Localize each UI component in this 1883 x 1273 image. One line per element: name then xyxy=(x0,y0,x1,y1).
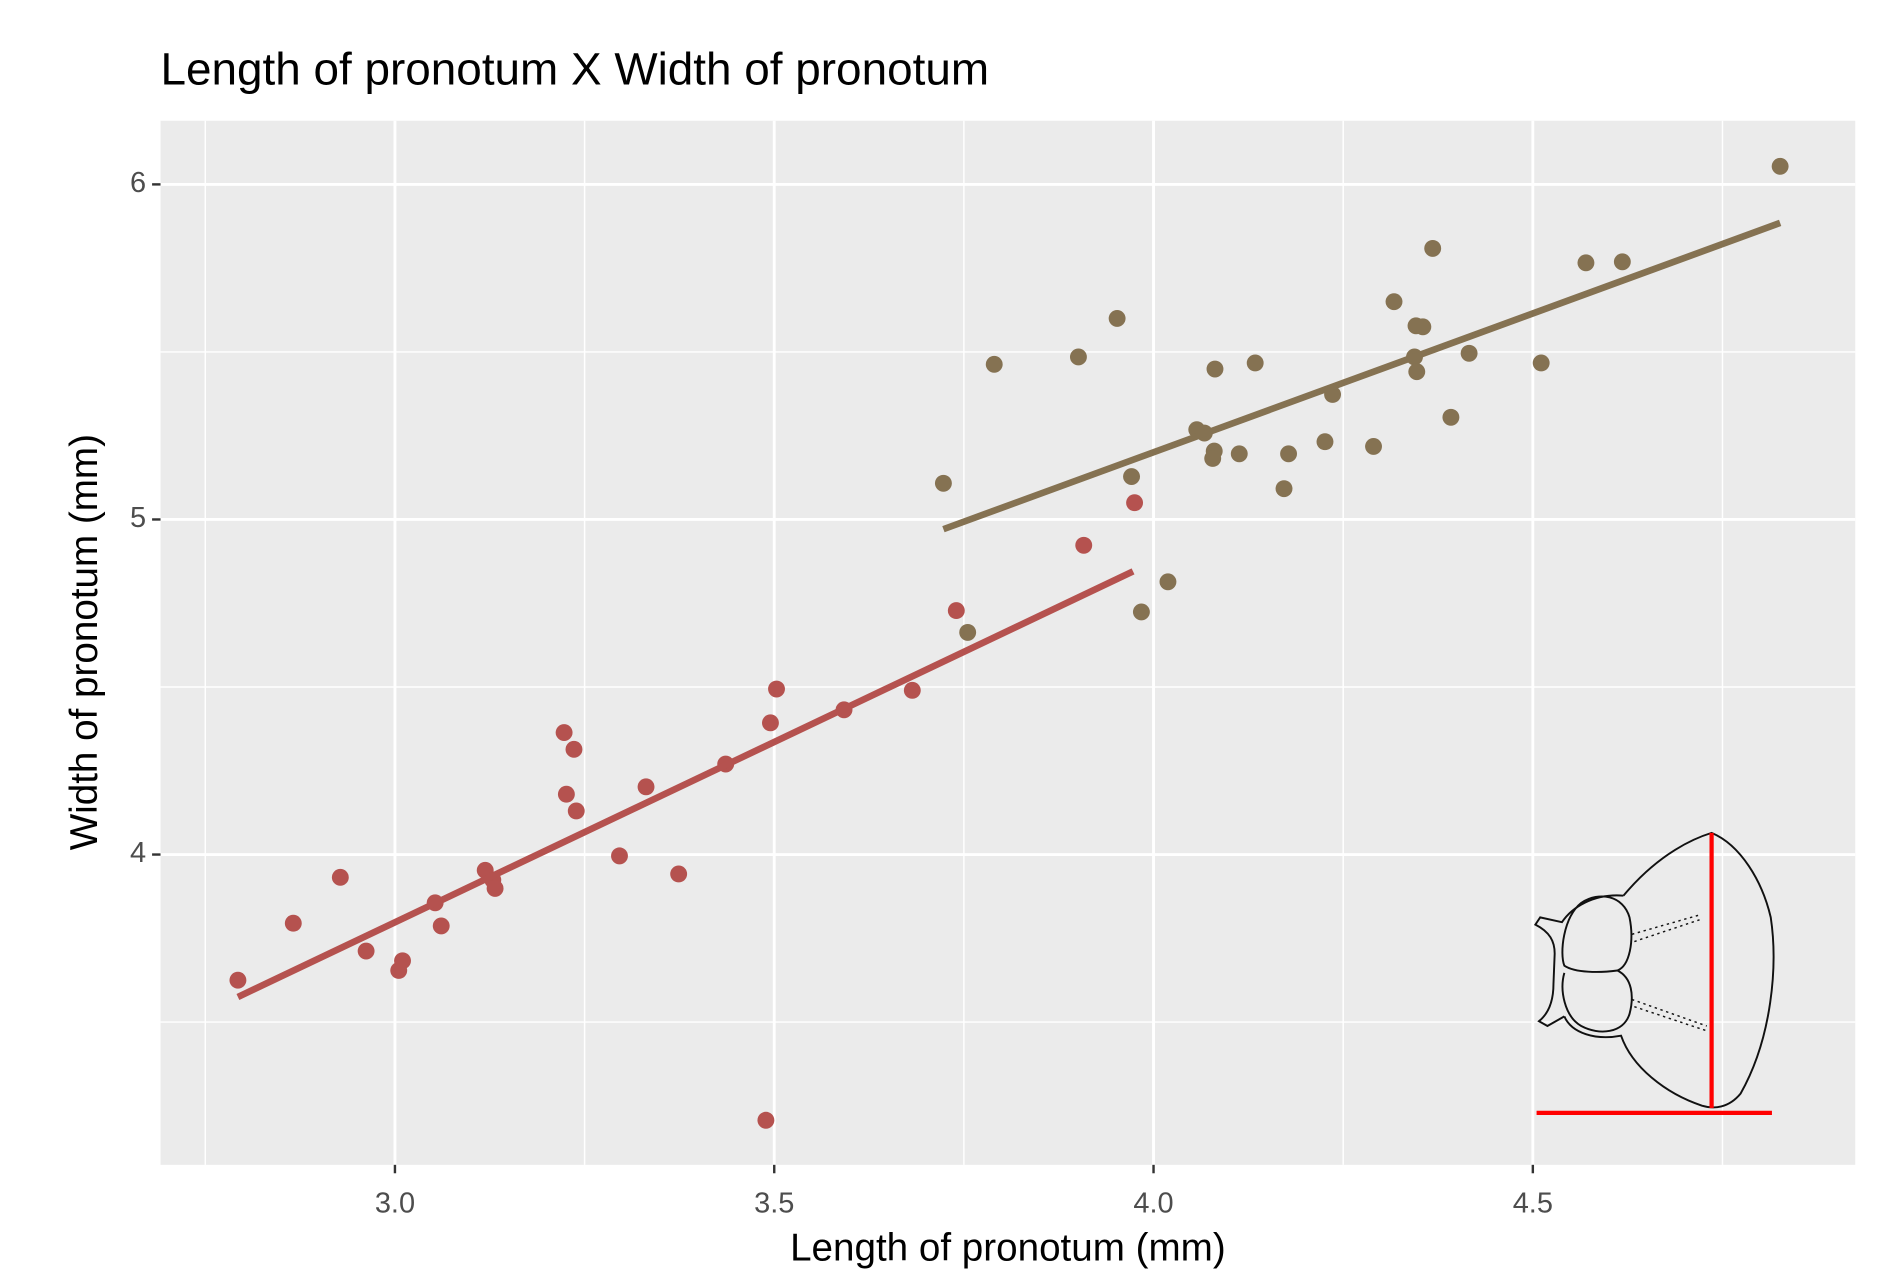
point xyxy=(1126,494,1144,512)
point xyxy=(1414,318,1432,336)
point xyxy=(1230,445,1248,463)
point xyxy=(1159,573,1177,591)
point xyxy=(565,740,583,758)
marks xyxy=(229,157,1789,1129)
point xyxy=(947,602,965,620)
point xyxy=(284,914,302,932)
chart-title: Length of pronotum X Width of pronotum xyxy=(161,43,989,95)
fit-line xyxy=(236,568,1135,1000)
point xyxy=(1577,254,1595,272)
fit-line xyxy=(942,219,1782,533)
lower-lobe xyxy=(1561,969,1633,1033)
point xyxy=(611,847,628,865)
point xyxy=(1246,354,1264,372)
point xyxy=(985,355,1003,373)
upper-lobe xyxy=(1561,895,1633,973)
x-tick-label: 4.0 xyxy=(1133,1187,1173,1219)
point xyxy=(1771,157,1789,175)
point xyxy=(934,474,952,492)
y-axis-title: Width of pronotum (mm) xyxy=(63,434,106,850)
point xyxy=(331,868,349,886)
pronotum-illustration xyxy=(1533,831,1775,1116)
point xyxy=(1108,309,1126,327)
y-tick-label: 4 xyxy=(130,837,146,869)
panel xyxy=(160,120,1856,1165)
point xyxy=(357,942,375,960)
point xyxy=(670,865,688,883)
point xyxy=(1460,344,1478,362)
y-tick-label: 6 xyxy=(130,167,146,199)
point xyxy=(486,879,504,897)
point xyxy=(768,680,785,698)
point xyxy=(557,785,575,803)
point xyxy=(1075,536,1093,554)
point xyxy=(555,724,573,742)
point xyxy=(1365,437,1382,455)
point xyxy=(757,1111,775,1129)
x-tick-label: 3.0 xyxy=(375,1187,415,1219)
x-tick-label: 3.5 xyxy=(754,1187,794,1219)
point xyxy=(1206,360,1224,378)
point xyxy=(432,917,450,935)
point xyxy=(1132,603,1150,621)
point xyxy=(1069,348,1087,366)
point xyxy=(1613,253,1631,271)
point xyxy=(567,802,585,820)
point xyxy=(1424,239,1442,257)
x-axis-title: Length of pronotum (mm) xyxy=(790,1227,1226,1270)
point xyxy=(1204,450,1222,467)
point xyxy=(1316,433,1334,451)
head xyxy=(1533,894,1624,1028)
point xyxy=(1280,445,1298,463)
grid xyxy=(160,120,1856,1165)
point xyxy=(903,681,921,699)
point xyxy=(1123,468,1140,486)
point xyxy=(394,952,411,970)
point xyxy=(1385,293,1403,311)
point xyxy=(1275,480,1293,498)
x-tick-label: 4.5 xyxy=(1513,1187,1553,1219)
point xyxy=(1532,354,1550,372)
point xyxy=(959,623,977,641)
point xyxy=(229,971,247,989)
point xyxy=(1442,408,1460,426)
point xyxy=(637,778,655,796)
y-tick-label: 5 xyxy=(130,502,146,534)
point xyxy=(1408,363,1426,381)
point xyxy=(761,714,779,732)
